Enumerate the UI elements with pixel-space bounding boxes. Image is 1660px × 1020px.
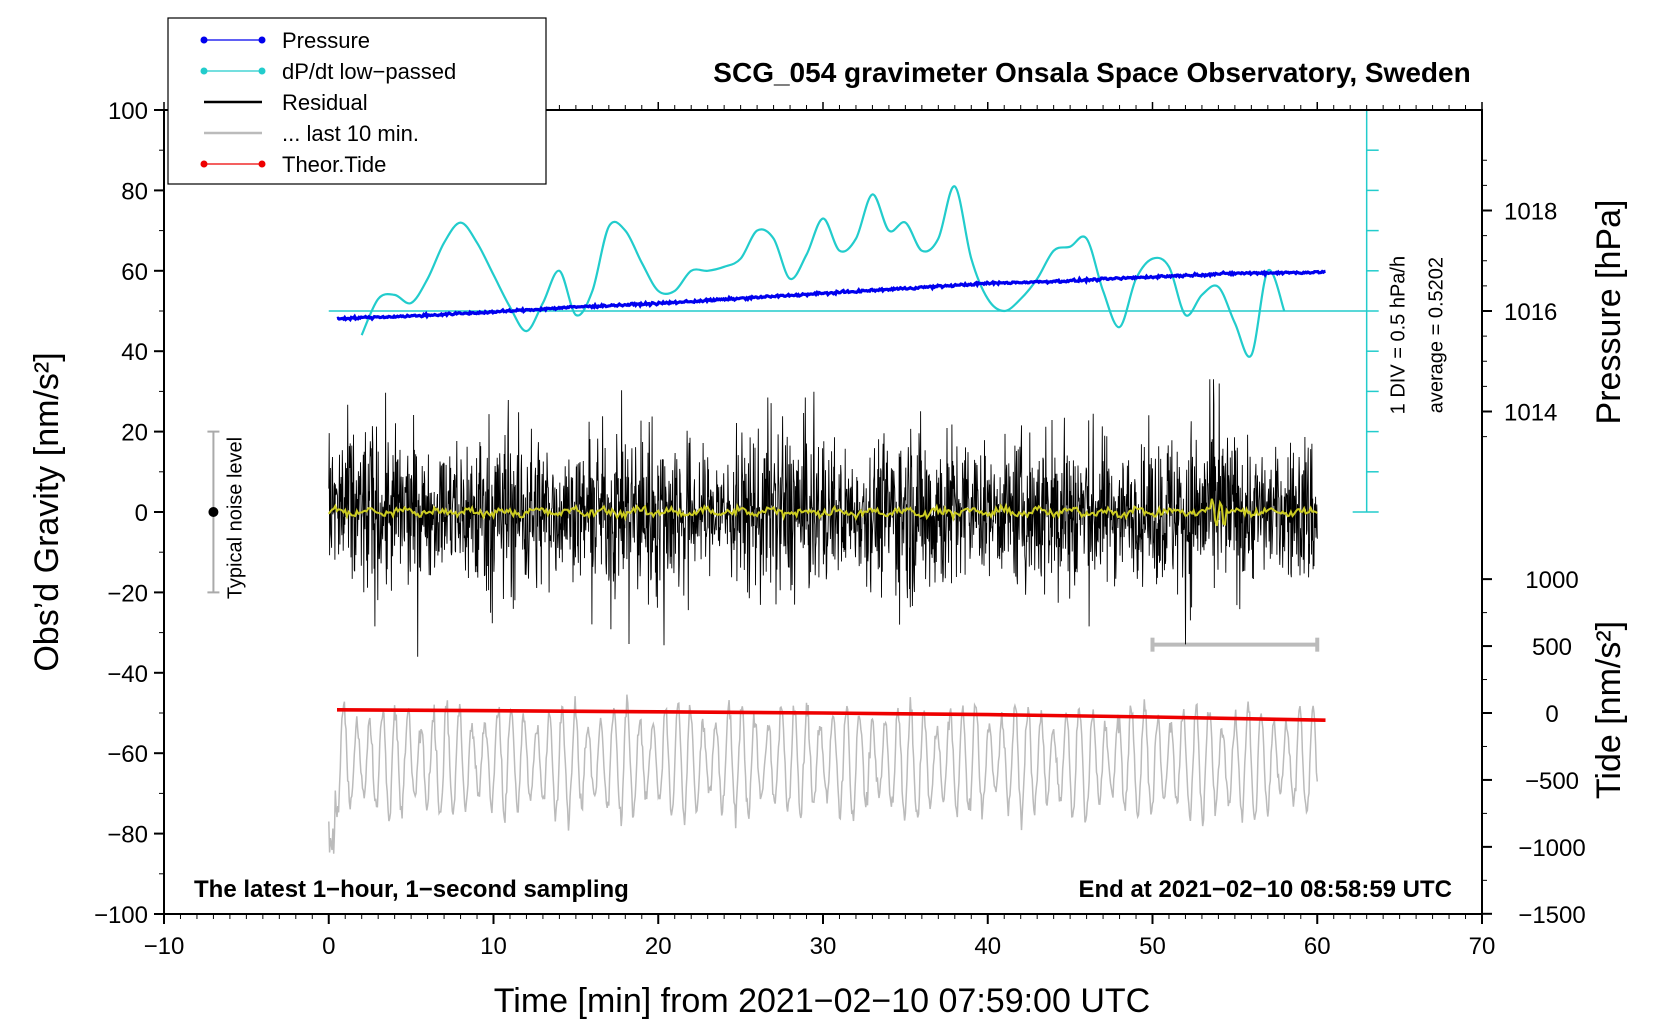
legend: Pressure dP/dt low−passed Residual ... last… (167, 17, 547, 185)
x-axis: −10 0 10 20 30 40 50 60 70 (144, 102, 1496, 960)
y-tick-label: −100 (94, 902, 148, 929)
y-tick-label: 80 (121, 178, 148, 205)
legend-label: Residual (282, 90, 368, 115)
y-tick-label: 40 (121, 339, 148, 366)
legend-marker (258, 67, 266, 75)
x-tick-label: 20 (645, 933, 672, 960)
tide-tick-label: −1000 (1518, 835, 1585, 862)
dpdt-series: 1 DIV = 0.5 hPa/h average = 0.5202 (328, 109, 1448, 513)
chart-title: SCG_054 gravimeter Onsala Space Observat… (713, 57, 1470, 88)
low-pass-residual-line (327, 498, 1318, 527)
legend-marker (258, 36, 266, 44)
legend-label: dP/dt low−passed (282, 59, 456, 84)
theor-tide-line (336, 708, 1326, 722)
noise-level-label: Typical noise level (224, 437, 246, 599)
legend-marker (200, 36, 208, 44)
last-10-min-line (328, 694, 1319, 854)
low-pass-residual-series (327, 498, 1318, 527)
pressure-axis-title: Pressure [hPa] (1590, 200, 1628, 425)
x-tick-label: 60 (1304, 933, 1331, 960)
legend-label: Pressure (282, 28, 370, 53)
tide-tick-label: 1000 (1525, 567, 1578, 594)
dpdt-average-label: average = 0.5202 (1426, 257, 1448, 413)
pressure-tick-label: 1018 (1504, 199, 1557, 226)
dpdt-line (360, 185, 1286, 358)
x-tick-label: 70 (1469, 933, 1496, 960)
tide-tick-label: 500 (1532, 634, 1572, 661)
y-tick-label: 0 (135, 500, 148, 527)
pressure-series (336, 269, 1326, 323)
y-axis-title: Obs’d Gravity [nm/s²] (28, 352, 66, 671)
footer-right-text: End at 2021−02−10 08:58:59 UTC (1078, 876, 1452, 903)
y-tick-label: −60 (107, 741, 148, 768)
pressure-tick-label: 1014 (1504, 400, 1557, 427)
legend-label: Theor.Tide (282, 152, 386, 177)
pressure-line (336, 269, 1326, 323)
tide-tick-label: 0 (1545, 701, 1558, 728)
x-tick-label: 30 (810, 933, 837, 960)
footer-left-text: The latest 1−hour, 1−second sampling (194, 876, 629, 903)
noise-level-dot (208, 507, 219, 517)
dpdt-scale-label: 1 DIV = 0.5 hPa/h (1388, 256, 1410, 414)
y-tick-label: −40 (107, 661, 148, 688)
tide-axis: 1000 500 0 −500 −1000 −1500 (1482, 567, 1586, 929)
y-axis: −100 −80 −60 −40 −20 0 20 40 60 80 100 (94, 98, 164, 929)
legend-label: ... last 10 min. (282, 121, 419, 146)
y-tick-label: −20 (107, 580, 148, 607)
y-tick-label: −80 (107, 822, 148, 849)
pressure-tick-label: 1016 (1504, 299, 1557, 326)
x-tick-label: 10 (480, 933, 507, 960)
x-tick-label: 0 (322, 933, 335, 960)
y-tick-label: 100 (108, 98, 148, 125)
legend-marker (200, 67, 208, 75)
x-tick-label: 40 (974, 933, 1001, 960)
tide-tick-label: −500 (1525, 768, 1579, 795)
last-10-min-series (328, 637, 1320, 854)
tide-axis-title: Tide [nm/s²] (1590, 621, 1628, 799)
x-axis-title: Time [min] from 2021−02−10 07:59:00 UTC (494, 982, 1150, 1020)
legend-marker (258, 160, 266, 168)
legend-marker (200, 160, 208, 168)
annotations: Typical noise level (207, 430, 246, 599)
theor-tide-series (336, 708, 1326, 722)
pressure-axis: 1014 1016 1018 (1482, 159, 1557, 438)
x-tick-label: 50 (1139, 933, 1166, 960)
y-tick-label: 60 (121, 259, 148, 286)
y-tick-label: 20 (121, 420, 148, 447)
tide-tick-label: −1500 (1518, 902, 1585, 929)
x-tick-label: −10 (144, 933, 185, 960)
